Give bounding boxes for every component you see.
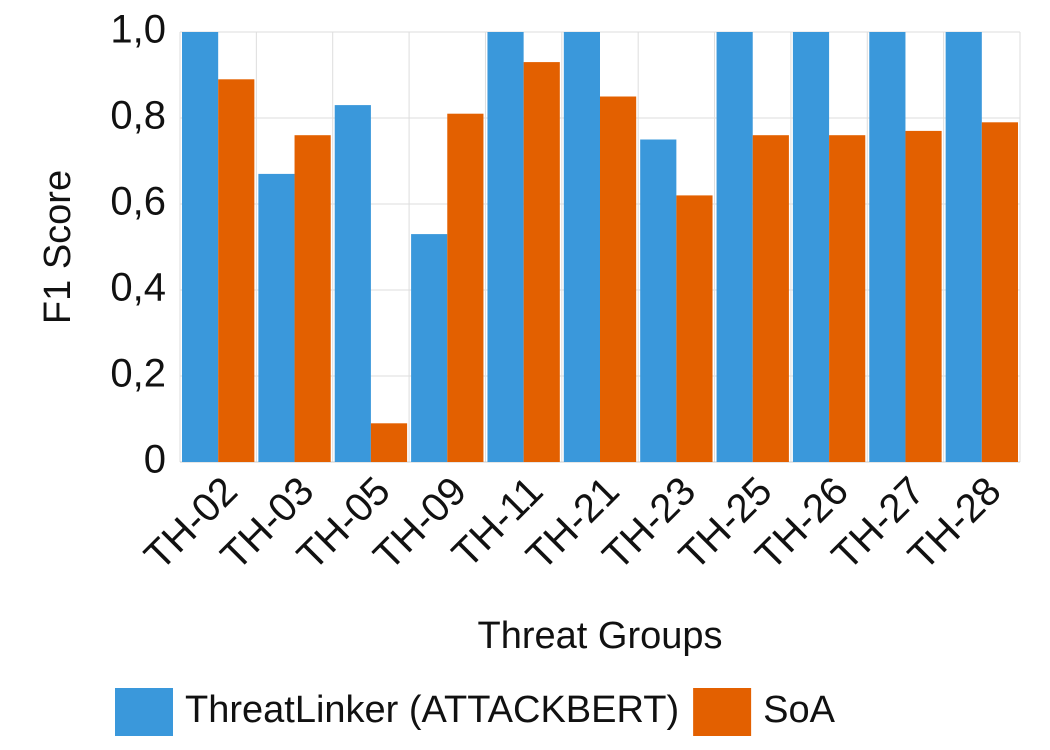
legend-label: ThreatLinker (ATTACKBERT) <box>185 689 679 731</box>
bar <box>676 195 713 462</box>
bar <box>905 130 942 462</box>
bar <box>752 135 789 462</box>
bar <box>640 139 677 462</box>
bar <box>945 32 982 462</box>
bar <box>182 32 219 462</box>
x-axis-title: Threat Groups <box>478 615 723 657</box>
y-axis-title: F1 Score <box>37 170 79 324</box>
bar <box>981 122 1018 463</box>
y-tick-label: 0,8 <box>110 94 166 138</box>
y-tick-label: 0 <box>144 438 166 482</box>
bar <box>523 62 560 462</box>
legend-label: SoA <box>763 689 835 731</box>
bar <box>487 32 524 462</box>
bar <box>869 32 906 462</box>
bar <box>411 234 448 462</box>
bar <box>792 32 830 462</box>
y-tick-label: 0,6 <box>110 180 166 224</box>
bar <box>600 96 637 462</box>
bar <box>258 173 295 462</box>
bar <box>370 423 408 462</box>
bar <box>563 32 600 462</box>
y-tick-label: 1,0 <box>110 8 166 52</box>
bar <box>218 79 255 463</box>
y-tick-label: 0,2 <box>110 352 166 396</box>
bar <box>829 135 866 462</box>
bar <box>334 105 371 462</box>
bar <box>447 113 484 462</box>
legend-swatch <box>115 688 173 736</box>
y-tick-label: 0,4 <box>110 266 166 310</box>
bar <box>716 32 753 462</box>
bar <box>294 135 331 462</box>
legend-swatch <box>693 688 752 736</box>
